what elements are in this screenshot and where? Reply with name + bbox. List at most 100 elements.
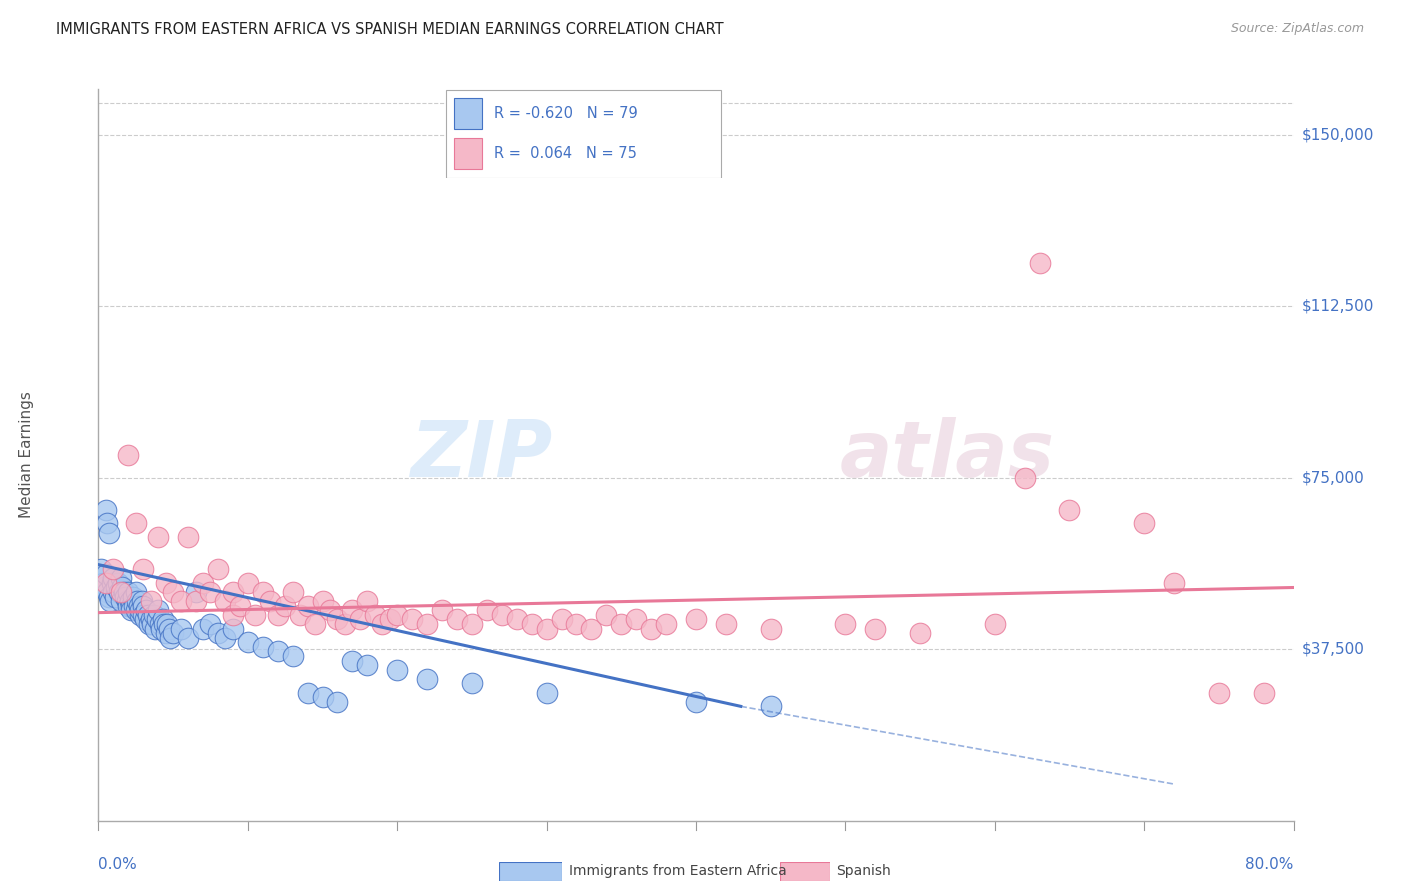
Point — [148, 530, 170, 544]
Point — [184, 594, 207, 608]
Point — [1253, 685, 1275, 699]
Point — [191, 622, 214, 636]
Point — [416, 617, 439, 632]
FancyBboxPatch shape — [446, 90, 721, 178]
Point — [416, 672, 439, 686]
Point — [311, 594, 333, 608]
Text: IMMIGRANTS FROM EASTERN AFRICA VS SPANISH MEDIAN EARNINGS CORRELATION CHART: IMMIGRANTS FROM EASTERN AFRICA VS SPANIS… — [56, 22, 724, 37]
Point — [475, 603, 498, 617]
Point — [94, 576, 117, 591]
Point — [141, 617, 163, 632]
Point — [342, 654, 364, 668]
Point — [120, 603, 142, 617]
Point — [222, 622, 245, 636]
Point — [132, 599, 155, 613]
Point — [107, 576, 129, 591]
Point — [385, 663, 409, 677]
Point — [714, 617, 737, 632]
Text: R = -0.620   N = 79: R = -0.620 N = 79 — [494, 106, 637, 121]
Point — [110, 594, 132, 608]
Point — [91, 576, 114, 591]
Point — [983, 617, 1005, 632]
Point — [110, 571, 132, 585]
Point — [326, 695, 349, 709]
Point — [222, 585, 245, 599]
Point — [624, 612, 647, 626]
Bar — [454, 138, 482, 169]
Point — [655, 617, 678, 632]
Point — [142, 607, 165, 622]
Point — [103, 585, 125, 599]
Point — [207, 626, 229, 640]
Point — [128, 599, 150, 613]
Point — [155, 576, 177, 591]
Point — [326, 612, 349, 626]
Point — [93, 581, 115, 595]
Point — [356, 594, 378, 608]
Text: $112,500: $112,500 — [1302, 299, 1374, 314]
Bar — [454, 98, 482, 129]
Point — [97, 525, 120, 540]
Point — [156, 617, 179, 632]
Point — [125, 516, 148, 531]
Point — [865, 622, 887, 636]
Point — [267, 644, 290, 658]
Point — [506, 612, 529, 626]
Point — [153, 617, 176, 632]
Point — [461, 676, 484, 690]
Point — [184, 585, 207, 599]
Point — [1208, 685, 1230, 699]
Point — [908, 626, 931, 640]
Point — [229, 599, 252, 613]
Point — [491, 607, 513, 622]
Point — [304, 617, 326, 632]
Point — [364, 607, 387, 622]
Point — [267, 607, 290, 622]
Point — [385, 607, 409, 622]
Point — [150, 622, 173, 636]
Point — [105, 581, 128, 595]
Point — [371, 617, 394, 632]
Point — [103, 562, 125, 576]
Point — [252, 640, 274, 654]
Point — [118, 594, 141, 608]
Point — [1133, 516, 1156, 531]
Text: $150,000: $150,000 — [1302, 128, 1374, 143]
Point — [143, 622, 166, 636]
Point — [759, 622, 782, 636]
Point — [127, 594, 149, 608]
Point — [236, 576, 259, 591]
Point — [281, 649, 304, 664]
Point — [685, 695, 707, 709]
Point — [1014, 471, 1036, 485]
Point — [117, 448, 139, 462]
Point — [281, 585, 304, 599]
Point — [378, 612, 401, 626]
Point — [103, 571, 125, 585]
Point — [115, 594, 138, 608]
Point — [200, 585, 222, 599]
Point — [177, 631, 200, 645]
Point — [120, 599, 142, 613]
Point — [297, 599, 319, 613]
Point — [1059, 502, 1081, 516]
Point — [297, 685, 319, 699]
Point — [135, 603, 157, 617]
Point — [349, 612, 371, 626]
Point — [124, 599, 146, 613]
Point — [94, 502, 117, 516]
Text: Immigrants from Eastern Africa: Immigrants from Eastern Africa — [569, 864, 787, 879]
Point — [610, 617, 633, 632]
Point — [342, 603, 364, 617]
Point — [125, 603, 148, 617]
Point — [114, 590, 136, 604]
Point — [136, 607, 159, 622]
Text: $37,500: $37,500 — [1302, 641, 1365, 657]
Point — [117, 599, 139, 613]
Text: 0.0%: 0.0% — [98, 857, 138, 872]
Point — [139, 594, 162, 608]
Text: Source: ZipAtlas.com: Source: ZipAtlas.com — [1230, 22, 1364, 36]
Text: 80.0%: 80.0% — [1246, 857, 1294, 872]
Point — [134, 612, 156, 626]
Point — [319, 603, 342, 617]
